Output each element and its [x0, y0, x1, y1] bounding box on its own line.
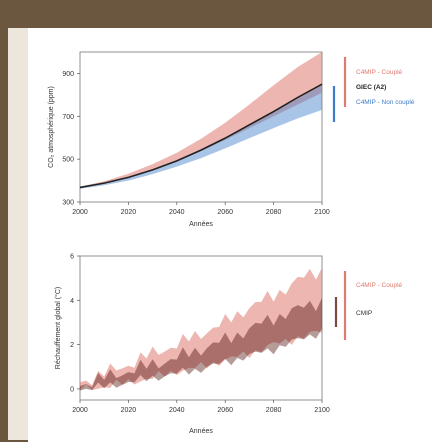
- warming-chart: 2000 2020 2040 2060 2080 2100 0 2 4 6 Années Réc…: [54, 254, 403, 436]
- co2-x-tick-label: 2060: [217, 209, 233, 216]
- warming-x-tick-label: 2020: [121, 407, 137, 414]
- warming-x-ticks: 2000 2020 2040 2060 2080 2100: [72, 400, 330, 414]
- co2-legend-label-2: C4MIP - Non couplé: [356, 99, 415, 106]
- co2-x-tick-label: 2080: [266, 209, 282, 216]
- co2-x-axis-label: Années: [189, 221, 213, 228]
- co2-legend-label-1: GIEC (A2): [356, 84, 386, 91]
- co2-y-ticks: 300 500 700 900: [62, 71, 80, 207]
- co2-y-tick-label: 700: [62, 114, 74, 121]
- co2-x-tick-label: 2100: [314, 209, 330, 216]
- warming-y-ticks: 0 2 4 6: [70, 254, 80, 393]
- warming-x-tick-label: 2100: [314, 407, 330, 414]
- warming-y-tick-label: 2: [70, 342, 74, 349]
- co2-chart: 2000 2020 2040 2060 2080 2100 300 500 700 900 An…: [48, 51, 415, 228]
- co2-x-tick-label: 2000: [72, 209, 88, 216]
- co2-y-tick-label: 900: [62, 71, 74, 78]
- warming-x-axis-label: Années: [189, 428, 213, 435]
- warming-legend: C4MIP - Couplé CMIP: [334, 271, 403, 340]
- co2-y-tick-label: 500: [62, 157, 74, 164]
- warming-band-0: [80, 267, 322, 391]
- warming-y-tick-label: 0: [70, 386, 74, 393]
- warming-band-1: [80, 297, 322, 391]
- co2-x-ticks: 2000 2020 2040 2060 2080 2100: [72, 202, 330, 216]
- co2-legend: C4MIP - Couplé GIEC (A2) C4MIP - Non coupl…: [332, 57, 415, 122]
- warming-x-tick-label: 2040: [169, 407, 185, 414]
- warming-x-tick-label: 2000: [72, 407, 88, 414]
- co2-y-axis-label: CO₂ atmosphérique (ppm): [48, 86, 55, 168]
- warming-y-axis-label: Réchauffement global (°C): [54, 287, 62, 369]
- co2-y-tick-label: 300: [62, 200, 74, 207]
- co2-x-tick-label: 2020: [121, 209, 137, 216]
- co2-line-2: [79, 83, 323, 189]
- warming-x-tick-label: 2080: [266, 407, 282, 414]
- co2-legend-label-0: C4MIP - Couplé: [356, 69, 403, 76]
- co2-lines: [79, 83, 323, 189]
- warming-y-tick-label: 4: [70, 298, 74, 305]
- warming-x-tick-label: 2060: [217, 407, 233, 414]
- warming-bands: [80, 267, 322, 391]
- warming-y-tick-label: 6: [70, 254, 74, 261]
- warming-legend-label-1: CMIP: [356, 310, 372, 317]
- co2-x-tick-label: 2040: [169, 209, 185, 216]
- warming-legend-label-0: C4MIP - Couplé: [356, 282, 403, 289]
